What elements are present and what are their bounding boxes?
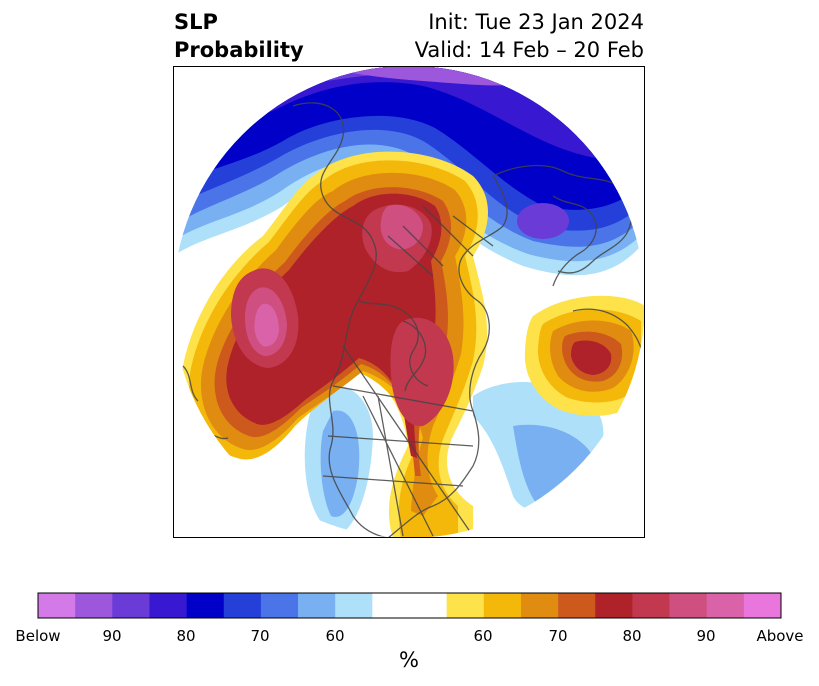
colorbar-outline bbox=[37, 592, 782, 619]
colorbar-above-swatch bbox=[743, 593, 782, 618]
colorbar-tick-label: 90 bbox=[102, 627, 122, 645]
colorbar-above-swatch bbox=[632, 593, 670, 618]
colorbar bbox=[37, 592, 782, 619]
colorbar-tick-label: 70 bbox=[250, 627, 270, 645]
colorbar-unit-label: % bbox=[399, 648, 419, 672]
colorbar-above-swatch bbox=[706, 593, 745, 618]
init-date: Init: Tue 23 Jan 2024 bbox=[428, 10, 644, 34]
colorbar-above-swatch bbox=[595, 593, 633, 618]
colorbar-below-swatch bbox=[223, 593, 262, 618]
above-normal-region bbox=[180, 151, 488, 538]
valid-range: Valid: 14 Feb – 20 Feb bbox=[414, 38, 644, 62]
colorbar-tick-label: 60 bbox=[473, 627, 493, 645]
above-normal-east-lobe bbox=[524, 295, 645, 416]
colorbar-tick-label: 70 bbox=[548, 627, 568, 645]
colorbar-tick-label: 90 bbox=[696, 627, 716, 645]
title-line-1: SLP bbox=[174, 10, 218, 34]
colorbar-above-swatch bbox=[558, 593, 596, 618]
map-title: SLP Probability bbox=[174, 8, 304, 64]
colorbar-above-swatch bbox=[483, 593, 522, 618]
colorbar-below-swatch bbox=[75, 593, 113, 618]
colorbar-below-swatch bbox=[112, 593, 150, 618]
probability-field bbox=[173, 66, 645, 538]
colorbar-below-swatch bbox=[298, 593, 336, 618]
colorbar-below-swatch bbox=[335, 593, 373, 618]
colorbar-below-swatch bbox=[149, 593, 187, 618]
colorbar-above-swatch bbox=[446, 593, 485, 618]
colorbar-above-segments bbox=[446, 593, 782, 618]
colorbar-above-swatch bbox=[520, 593, 559, 618]
colorbar-tick-label: Above bbox=[756, 627, 804, 645]
colorbar-tick-label: 80 bbox=[176, 627, 196, 645]
colorbar-below-swatch bbox=[186, 593, 225, 618]
colorbar-below-segments bbox=[38, 593, 373, 618]
colorbar-below-swatch bbox=[260, 593, 299, 618]
colorbar-tick-label: 80 bbox=[622, 627, 642, 645]
coastline-borders bbox=[182, 102, 645, 538]
colorbar-neutral-swatch bbox=[372, 593, 447, 618]
colorbar-above-swatch bbox=[669, 593, 707, 618]
colorbar-neutral-segment bbox=[372, 593, 447, 618]
probability-map bbox=[173, 66, 645, 538]
colorbar-tick-label: 60 bbox=[325, 627, 345, 645]
colorbar-below-swatch bbox=[38, 593, 76, 618]
colorbar-tick-label: Below bbox=[15, 627, 61, 645]
map-frame bbox=[173, 66, 645, 538]
map-dates: Init: Tue 23 Jan 2024 Valid: 14 Feb – 20… bbox=[415, 8, 644, 64]
title-line-2: Probability bbox=[174, 38, 304, 62]
